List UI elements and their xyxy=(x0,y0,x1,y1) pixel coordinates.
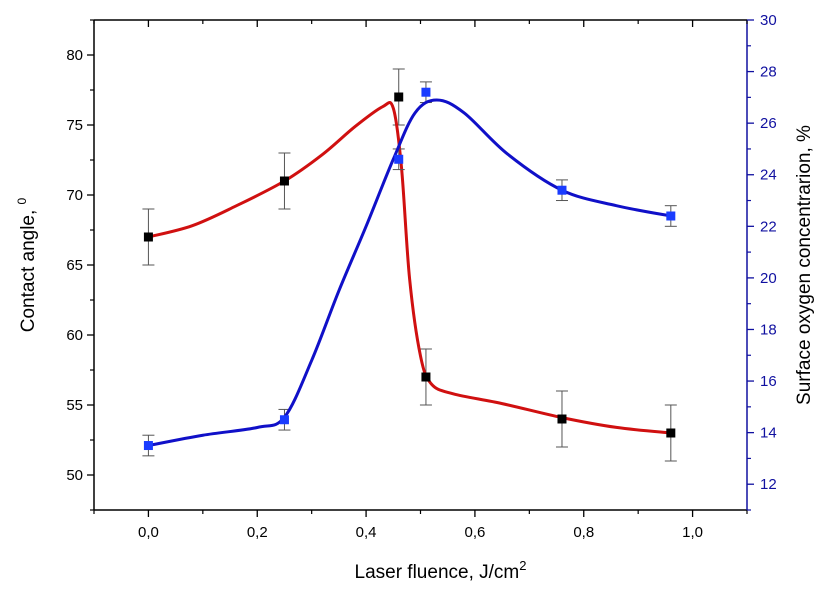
series-0-marker xyxy=(666,428,676,438)
y-left-tick-label: 60 xyxy=(66,327,83,344)
y-left-axis-title: Contact angle, 0 xyxy=(15,197,39,332)
series-0-marker xyxy=(394,92,404,102)
y-right-tick-label: 26 xyxy=(760,115,777,132)
y-right-tick-label: 12 xyxy=(760,476,777,493)
series-1-marker xyxy=(394,154,404,164)
series-1-fit-line xyxy=(148,98,672,447)
y-left-tick-label: 70 xyxy=(66,187,83,204)
y-left-axis-title-text: Contact angle, xyxy=(18,204,39,332)
y-right-tick-label: 14 xyxy=(760,425,777,442)
x-axis-title-sup: 2 xyxy=(519,558,526,573)
series-0-marker xyxy=(421,372,431,382)
series-1-marker xyxy=(557,185,567,195)
x-axis-title: Laser fluence, J/cm2 xyxy=(355,558,527,583)
y-right-axis-title: Surface oxygen concentrarion, % xyxy=(794,125,815,405)
y-right-tick-label: 16 xyxy=(760,373,777,390)
x-tick-label: 1,0 xyxy=(682,524,703,541)
y-right-tick-label: 18 xyxy=(760,321,777,338)
x-tick-label: 0,8 xyxy=(573,524,594,541)
y-left-tick-label: 75 xyxy=(66,117,83,134)
y-left-axis-title-sup: 0 xyxy=(15,197,29,204)
series-1-marker xyxy=(143,441,153,451)
series-0-fit-line xyxy=(148,101,671,435)
series-1-marker xyxy=(279,415,289,425)
series-0-marker xyxy=(557,414,567,424)
x-tick-label: 0,0 xyxy=(138,524,159,541)
y-right-tick-label: 24 xyxy=(760,167,777,184)
y-left-tick-label: 65 xyxy=(66,257,83,274)
y-left-tick-label: 80 xyxy=(66,47,83,64)
x-tick-label: 0,6 xyxy=(464,524,485,541)
x-tick-label: 0,2 xyxy=(247,524,268,541)
y-right-tick-label: 30 xyxy=(760,12,777,29)
x-axis-title-text: Laser fluence, J/cm xyxy=(355,562,520,583)
y-right-tick-label: 20 xyxy=(760,270,777,287)
series-1-marker xyxy=(421,87,431,97)
series-0-marker xyxy=(143,232,153,242)
y-left-tick-label: 50 xyxy=(66,467,83,484)
series-1-marker xyxy=(666,211,676,221)
y-right-tick-label: 28 xyxy=(760,64,777,81)
x-tick-label: 0,4 xyxy=(356,524,377,541)
series-0-marker xyxy=(279,176,289,186)
y-right-tick-label: 22 xyxy=(760,218,777,235)
y-left-tick-label: 55 xyxy=(66,397,83,414)
